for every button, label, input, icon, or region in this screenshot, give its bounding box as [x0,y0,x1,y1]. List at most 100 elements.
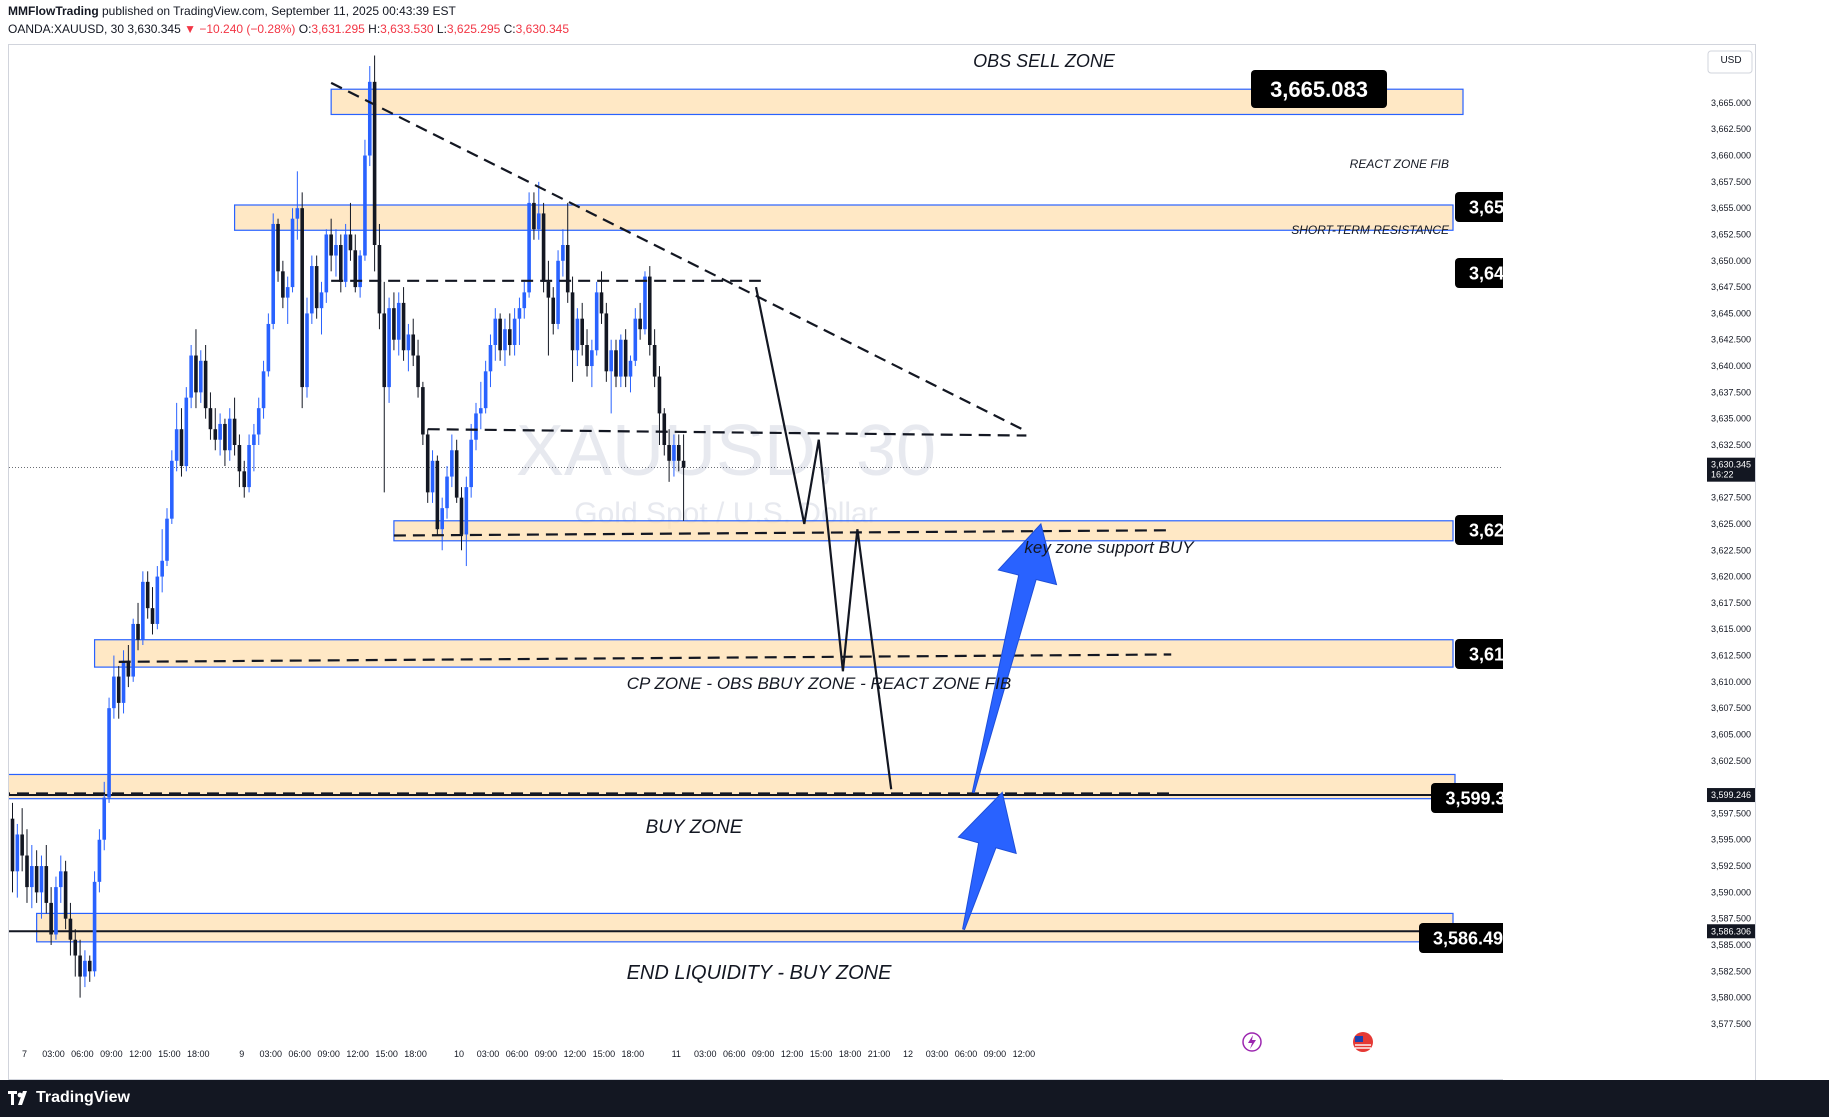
candle-body [517,308,522,319]
tradingview-mark-icon [8,1091,30,1105]
x-tick-label: 15:00 [375,1049,398,1059]
candle-body [454,450,459,498]
candle-body [49,902,53,935]
price-axis: USD 3,665.000 3,662.500 3,660.000 3,657.500 3… [1503,45,1755,1081]
x-tick-label: 15:00 [158,1049,181,1059]
current-price-tag [1707,457,1755,482]
candle-body [281,271,285,298]
y-tick-label: 3,640.000 [1711,361,1751,371]
candle-body [551,297,556,324]
y-tick-label: 3,592.500 [1711,861,1751,871]
candle-body [440,508,444,530]
publisher-name[interactable]: MMFlowTrading [8,4,99,18]
candle-body [237,445,242,472]
current-price-tag-label: 3,630.345 [1711,460,1751,470]
x-tick-label: 12:00 [129,1049,152,1059]
candle-body [121,660,126,703]
candle-body [483,371,488,409]
candle-body [367,81,372,156]
chart-area[interactable]: XAUUSD, 30 Gold Spot / U.S. Dollar OBS SEL… [8,44,1757,1081]
candle-body [575,318,580,351]
candle-body [594,292,599,351]
candle-body [580,318,585,345]
x-tick-label: 12:00 [564,1049,587,1059]
candle-body [271,223,276,324]
x-tick-label: 09:00 [752,1049,775,1059]
annotation-label: REACT ZONE FIB [1350,157,1449,171]
candle-body [643,276,647,330]
y-tick-label: 3,632.500 [1711,440,1751,450]
x-tick-label: 12 [903,1049,913,1059]
candle-body [78,955,82,977]
candle-body [68,918,73,940]
countdown-label: 16:22 [1711,470,1734,480]
candle-body [585,345,589,367]
candle-body [469,439,473,488]
candle-body [676,445,681,461]
candle-body [174,429,179,461]
y-tick-label: 3,620.000 [1711,572,1751,582]
candle-body [334,245,338,256]
annotation-label: SHORT-TERM RESISTANCE [1291,223,1450,237]
low-label: L: [436,22,447,36]
candle-body [590,350,594,367]
x-tick-label: 7 [22,1049,27,1059]
candle-body [343,234,348,282]
zone-rect [36,912,1454,943]
candle-body [203,360,208,409]
y-tick-label: 3,605.000 [1711,729,1751,739]
candle-body [305,313,309,388]
candle-body [102,797,107,840]
candle-body [633,318,638,361]
candle-body [401,302,406,351]
close-value: 3,630.345 [515,22,570,36]
level-price-label: 3,586.490 [1419,923,1527,953]
y-tick-label: 3,602.500 [1711,756,1751,766]
candle-body [599,292,604,314]
y-tick-label: 3,645.000 [1711,308,1751,318]
candle-body [30,866,34,888]
candle-body [145,581,150,609]
candle-body [382,313,387,388]
x-tick-label: 03:00 [926,1049,949,1059]
y-tick-label: 3,597.500 [1711,808,1751,818]
candle-body [54,887,58,935]
bullish-arrow [971,522,1058,794]
x-tick-label: 18:00 [404,1049,427,1059]
candle-body [474,413,478,440]
candle-body [672,445,676,461]
us-flag-event-icon[interactable] [1353,1032,1373,1052]
level-value: 3,665.083 [1270,77,1368,102]
candle-body [92,881,97,972]
candle-body [73,939,78,956]
axis-level-label: 3,599.246 [1711,790,1751,800]
candle-body [479,408,483,414]
published-info: published on TradingView.com, September … [98,4,456,18]
y-tick-label: 3,650.000 [1711,256,1751,266]
candle-body [136,623,140,640]
zone-rect [93,639,1454,668]
candle-body [561,245,565,261]
candle-body [435,460,440,530]
candle-body [565,245,570,293]
candle-body [532,202,536,230]
candle-body [189,355,193,398]
level-pill [1419,923,1527,953]
lightning-event-icon[interactable] [1242,1032,1262,1052]
x-tick-label: 18:00 [839,1049,862,1059]
level-pill [1251,70,1387,108]
candle-body [232,418,237,445]
x-tick-label: 18:00 [622,1049,645,1059]
level-price-label: 3,665.083 [1251,70,1387,108]
high-value: 3,633.530 [380,22,434,36]
candle-body [170,460,174,519]
x-tick-label: 03:00 [694,1049,717,1059]
candle-body [416,355,420,388]
tradingview-logo[interactable]: TradingView [8,1089,130,1107]
y-tick-label: 3,642.500 [1711,335,1751,345]
x-tick-label: 11 [672,1049,681,1059]
candle-body [614,350,618,377]
y-tick-label: 3,580.000 [1711,993,1751,1003]
candle-body [198,360,203,393]
